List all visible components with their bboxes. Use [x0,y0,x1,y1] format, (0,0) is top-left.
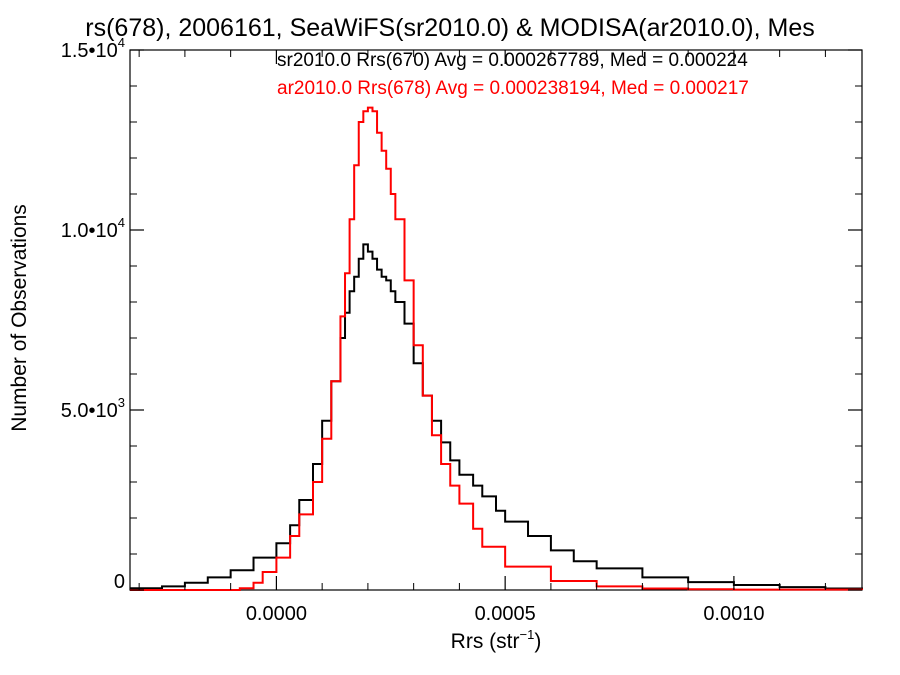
x-axis-label-superscript: −1 [520,627,535,642]
x-tick-label-2: 0.0005 [475,603,536,625]
x-tick-label-1: 0.0000 [246,603,307,625]
y-tick-label-2: 5.0•103 [61,395,125,422]
x-axis-label: Rrs (str−1) [451,627,542,653]
y-tick-label-4: 1.5•104 [61,35,125,62]
legend-entry-series-2: ar2010.0 Rrs(678) Avg = 0.000238194, Med… [277,78,749,99]
x-axis-label-close: ) [534,630,541,653]
y-tick-label-3: 1.0•104 [61,215,125,242]
y-axis-label: Number of Observations [8,204,31,432]
legend-entry-series-1: sr2010.0 Rrs(670) Avg = 0.000267789, Med… [277,50,748,71]
tick-layer: 0.0000 0.0005 0.0010 0 5.0•103 1.0•104 1.5•104 [61,35,862,625]
series-line-1 [130,243,863,590]
series-line-2 [130,106,863,591]
series-layer [130,106,863,591]
plot-frame [129,49,863,591]
y-tick-label-1: 0 [114,571,125,593]
chart-title: rs(678), 2006161, SeaWiFS(sr2010.0) & MO… [85,14,814,42]
x-axis-label-main: Rrs (str [451,630,520,653]
x-tick-label-3: 0.0010 [703,603,764,625]
